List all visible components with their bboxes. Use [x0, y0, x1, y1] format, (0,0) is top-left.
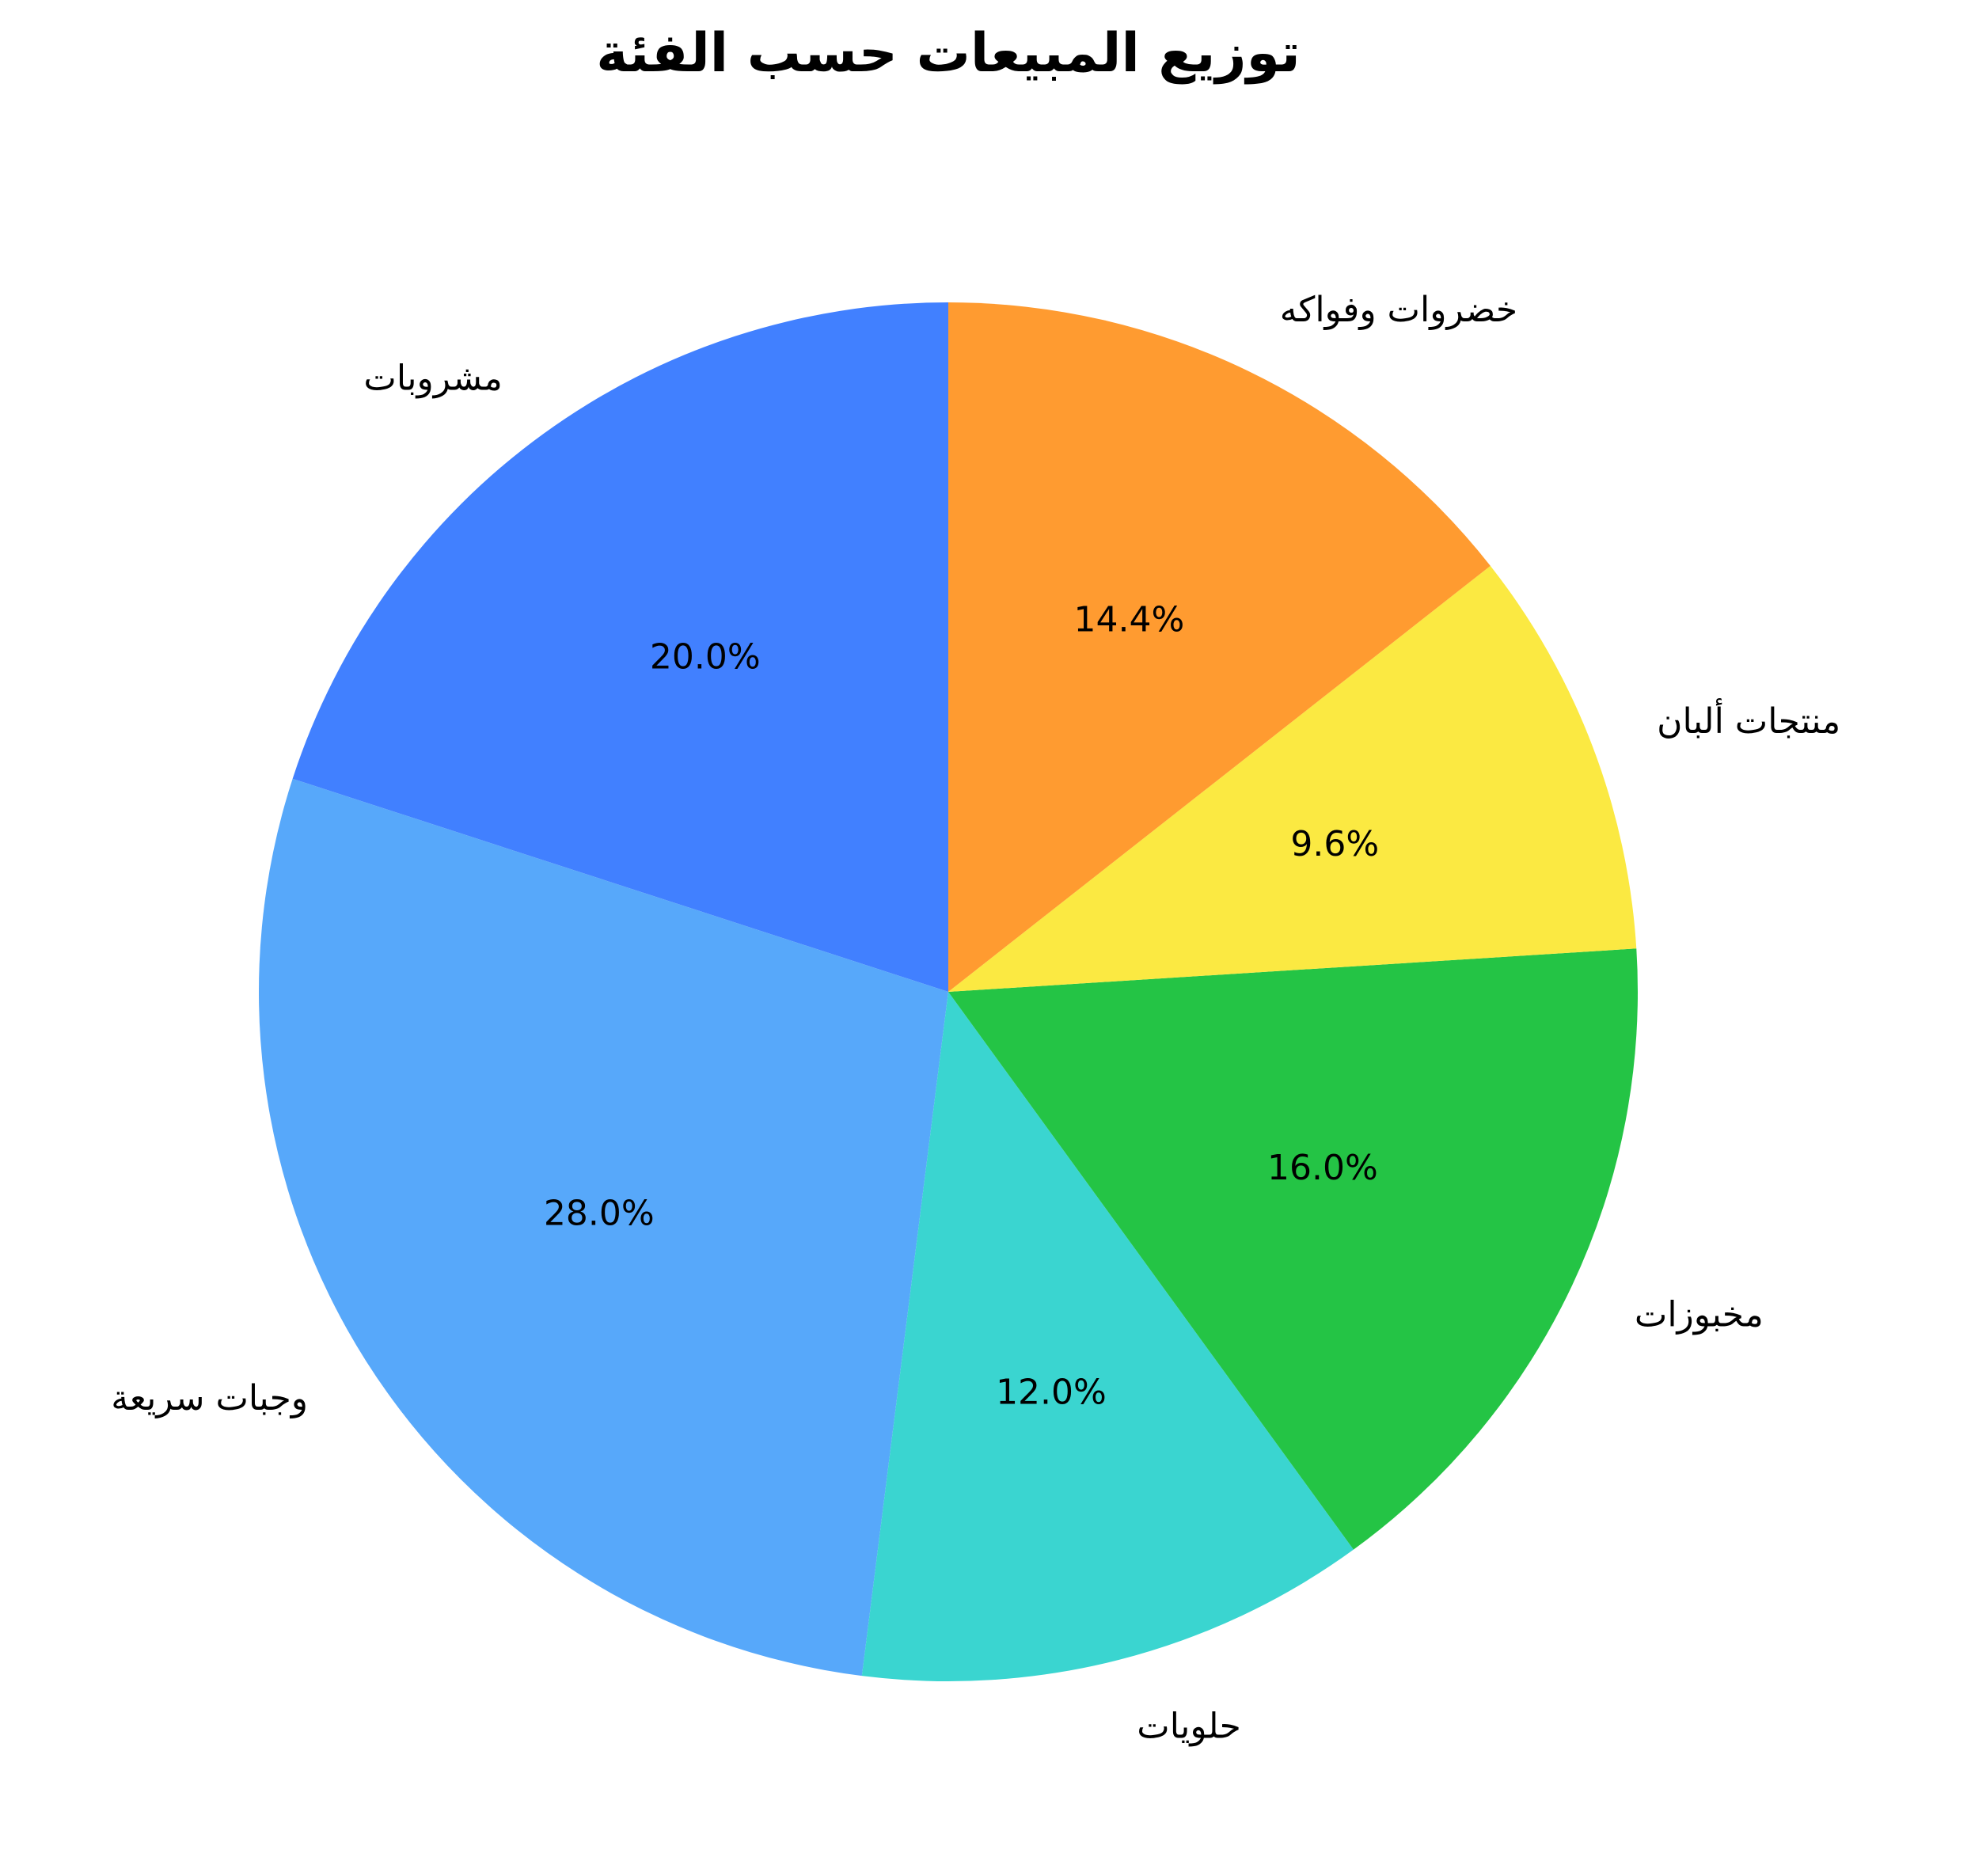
pie-slice: [948, 565, 1637, 992]
pie-slices: [258, 302, 1638, 1681]
percent-label: 9.6%: [1290, 824, 1379, 864]
category-label: وجبات سريعة: [111, 1378, 308, 1418]
category-label: مشروبات: [363, 358, 502, 398]
category-label: منتجات ألبان: [1657, 698, 1840, 742]
percent-label: 16.0%: [1267, 1148, 1378, 1188]
pie-slice: [861, 992, 1354, 1681]
pie-labels: 20.0% مشروبات 28.0% وجبات سريعة 12.0% حلويات 1…: [111, 290, 1840, 1747]
percent-label: 20.0%: [650, 637, 761, 678]
percent-label: 28.0%: [544, 1194, 655, 1234]
pie-slice: [292, 302, 948, 992]
category-label: مخبوزات: [1635, 1294, 1764, 1335]
pie-slice: [948, 948, 1638, 1550]
percent-label: 12.0%: [996, 1373, 1107, 1413]
category-label: خضروات وفواكه: [1280, 290, 1517, 330]
pie-slice: [948, 302, 1491, 992]
category-label: حلويات: [1137, 1706, 1241, 1746]
percent-label: 14.4%: [1074, 599, 1185, 640]
chart-title: توزيع المبيعات حسب الفئة: [596, 22, 1300, 85]
pie-slice: [258, 778, 949, 1677]
